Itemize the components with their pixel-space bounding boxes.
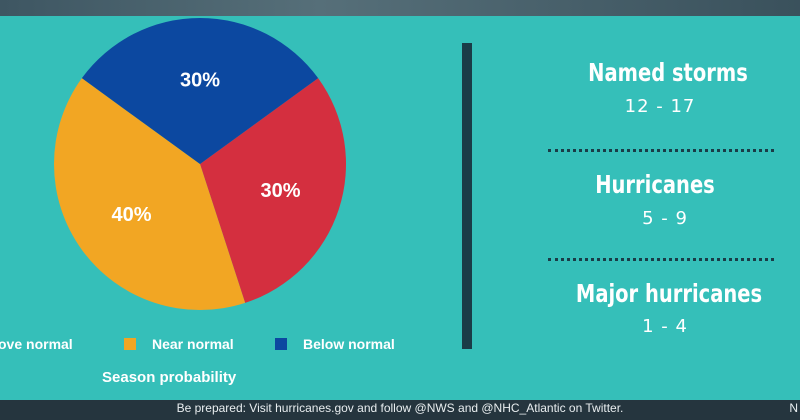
- legend-label-near: Near normal: [152, 336, 234, 352]
- footer-text: Be prepared: Visit hurricanes.gov and fo…: [176, 401, 624, 415]
- vertical-divider: [462, 43, 472, 349]
- legend-item-above: ove normal: [0, 336, 73, 354]
- legend-swatch-near: [124, 338, 136, 350]
- dotted-separator: [548, 258, 774, 261]
- legend-swatch-below: [275, 338, 287, 350]
- pie-slice-near-normal: [53, 78, 246, 310]
- legend-item-below: Below normal: [275, 336, 395, 354]
- named-storms-value: 12 - 17: [624, 96, 696, 117]
- pie-slice-above-normal: [200, 78, 347, 303]
- season-probability-label: Season probability: [102, 369, 237, 386]
- pie-label-above-normal: 30%: [260, 180, 300, 202]
- hurricanes-value: 5 - 9: [642, 208, 688, 229]
- pie-slice-below-normal: [81, 17, 319, 165]
- footer-edge-text: N: [789, 401, 798, 415]
- pie-label-near-normal: 40%: [111, 204, 151, 226]
- legend-label-below: Below normal: [303, 336, 395, 352]
- legend-item-near: Near normal: [124, 336, 234, 354]
- dotted-separator: [548, 149, 774, 152]
- footer-bar: Be prepared: Visit hurricanes.gov and fo…: [0, 400, 800, 420]
- hurricanes-title: Hurricanes: [595, 170, 715, 199]
- major-hurricanes-value: 1 - 4: [642, 316, 688, 337]
- pie-label-below-normal: 30%: [180, 69, 220, 91]
- legend-label-above: ove normal: [0, 336, 73, 352]
- named-storms-title: Named storms: [588, 58, 748, 87]
- major-hurricanes-title: Major hurricanes: [575, 279, 763, 308]
- photo-strip: [0, 0, 800, 16]
